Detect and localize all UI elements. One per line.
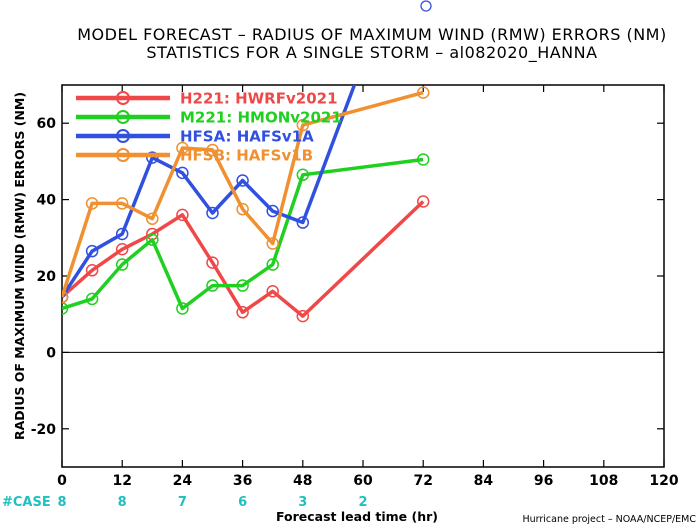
series-m221-hmonv2021 (62, 153, 430, 315)
out-of-range-point (420, 0, 432, 12)
y-tick-label: 20 (37, 269, 57, 285)
series-line (62, 157, 424, 311)
legend-label: HFSB: HAFSv1B (180, 147, 313, 165)
legend-label: H221: HWRFv2021 (180, 90, 338, 108)
x-tick-label: 120 (649, 473, 678, 489)
data-point (115, 227, 129, 241)
data-point (206, 279, 219, 292)
legend-swatch-marker (116, 110, 130, 124)
credit-text: Hurricane project – NOAA/NCEP/EMC (522, 514, 696, 525)
y-tick-label: 0 (46, 345, 56, 361)
legend-entry: H221: HWRFv2021 (76, 90, 338, 108)
data-point (115, 243, 129, 256)
data-point (62, 290, 69, 304)
data-point (236, 174, 249, 187)
y-axis-label: RADIUS OF MAXIMUM WIND (RMW) ERRORS (NM) (12, 92, 27, 440)
y-tick-label: -20 (31, 422, 57, 438)
data-point (236, 279, 249, 292)
plot-area: 0 12 24 36 48 60 72 84 96 108 120 -20 0 20 40 60 8 8 7 6 3 2 (31, 84, 679, 510)
x-axis-label: Forecast lead time (hr) (276, 509, 438, 524)
data-point (146, 233, 159, 246)
data-point (115, 197, 129, 210)
data-point (85, 292, 99, 306)
data-point (296, 309, 310, 323)
x-tick-label: 48 (293, 473, 312, 489)
data-point (206, 256, 219, 269)
data-point (85, 264, 99, 277)
legend-swatch-marker (116, 129, 130, 143)
series-layer (62, 0, 432, 323)
series-h221-hwrfv2021 (62, 195, 430, 323)
data-point (85, 197, 99, 210)
legend-swatch-marker (116, 91, 130, 105)
data-point (296, 216, 310, 229)
legend-label: HFSA: HAFSv1A (180, 128, 314, 146)
data-point (176, 208, 189, 222)
x-tick-label: 60 (353, 473, 373, 489)
data-point (206, 143, 219, 157)
x-tick-label: 96 (534, 473, 553, 489)
data-point (416, 195, 430, 208)
series-line (62, 90, 424, 298)
plot-frame (61, 84, 665, 468)
legend-entry: M221: HMONv2021 (76, 109, 342, 127)
series-line (62, 200, 425, 318)
data-point (416, 86, 430, 99)
x-tick-label: 84 (474, 473, 494, 489)
legend-entry: HFSA: HAFSv1A (76, 128, 314, 146)
chart-subtitle: STATISTICS FOR A SINGLE STORM – al082020… (146, 43, 597, 63)
data-point (266, 285, 279, 298)
case-count-value: 8 (57, 495, 66, 510)
x-tick-label: 24 (173, 473, 193, 489)
data-point (296, 168, 310, 182)
y-tick-label: 60 (37, 116, 57, 132)
series-line (62, 85, 357, 298)
legend-label: M221: HMONv2021 (180, 109, 342, 127)
chart-title: MODEL FORECAST – RADIUS OF MAXIMUM WIND … (77, 25, 666, 44)
data-point (62, 302, 69, 315)
data-point (236, 202, 249, 216)
x-tick-label: 12 (112, 473, 131, 489)
data-point (176, 166, 189, 180)
x-tick-label: 72 (413, 473, 432, 489)
data-point (146, 212, 159, 225)
data-point (266, 258, 279, 271)
case-count-label: #CASE (2, 495, 51, 510)
case-count-value: 8 (118, 495, 127, 510)
legend-entry: HFSB: HAFSv1B (76, 147, 313, 165)
data-point (176, 302, 189, 315)
data-point (115, 258, 129, 271)
x-tick-label: 108 (589, 473, 618, 489)
data-point (416, 153, 430, 166)
series-hfsa-hafsv1a (62, 85, 357, 304)
data-point (266, 204, 279, 218)
x-tick-label: 0 (57, 473, 67, 489)
data-point (266, 237, 279, 250)
data-point (296, 118, 310, 132)
legend-swatch-marker (116, 148, 130, 162)
data-point (85, 244, 99, 258)
case-count-value: 7 (178, 495, 187, 510)
case-count-value: 2 (358, 495, 367, 510)
y-tick-label: 40 (37, 193, 57, 209)
data-point (236, 306, 249, 319)
data-point (176, 141, 189, 155)
case-count-value: 6 (238, 495, 247, 510)
data-point (206, 206, 219, 220)
x-tick-label: 36 (233, 473, 252, 489)
case-count-value: 3 (298, 495, 307, 510)
series-hfsb-hafsv1b (62, 86, 430, 304)
data-point (146, 151, 159, 164)
